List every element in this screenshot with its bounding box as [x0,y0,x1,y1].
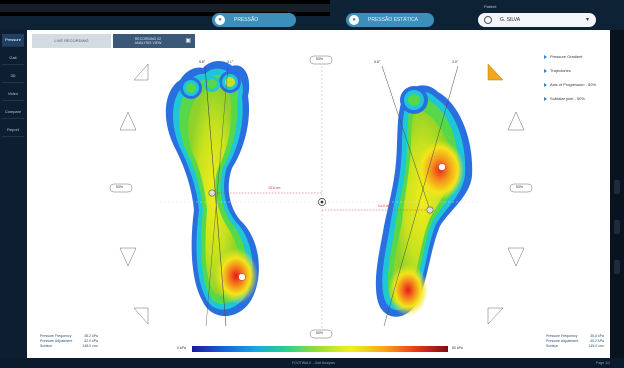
sidebar-item-3d[interactable]: 3D [2,70,24,83]
footprint-icon: ● [215,15,225,25]
top-left-toolbar [0,4,330,12]
tab-live-recording[interactable]: LIVE RECORDING [32,34,111,48]
scale-min-label: 0 kPa [177,346,186,350]
left-lower-triangle[interactable] [119,247,137,267]
right-stats: Pressure Frequency 35.8 kPa Pressure Adju… [546,334,604,348]
tab-analysis-title: RECORDING 02 [134,37,162,41]
center-top-value: 50% [316,57,324,61]
legend: Pressure Gradient Trajectories Axis of P… [544,54,596,110]
pressure-color-scale [192,346,448,352]
left-upper-triangle[interactable] [119,111,137,131]
main-panel [27,30,610,358]
right-peak-marker[interactable] [438,163,446,171]
static-pressure-button[interactable]: ● PRESSÃO ESTÁTICA [346,13,434,27]
right-bottom-angle-indicator[interactable] [487,307,504,325]
footer-title: FOOTWALK - Gait Analysis [292,361,335,365]
patient-selector[interactable]: G. SILVA ▾ [478,13,596,27]
left-distance-value: 15.6 cm [268,186,281,190]
sidebar: Pressure Gait 3D Video Compare Report [0,30,26,358]
right-distance-value: 14.0 cm [378,204,391,208]
right-angle-label: 5.8° [374,60,381,64]
left-bottom-angle-indicator[interactable] [133,307,149,325]
right-foot-axis [381,65,431,211]
center-bottom-value: 50% [316,331,324,335]
right-foot-axis-2 [383,65,459,327]
sidebar-item-video[interactable]: Video [2,88,24,101]
chevron-down-icon: ▾ [585,17,589,23]
right-mid-value: 50% [516,185,524,189]
left-center-marker[interactable] [208,189,216,197]
left-angle-label-2: 3.1° [227,60,234,64]
left-top-angle-indicator[interactable] [133,63,149,81]
center-top-oval[interactable] [309,55,333,65]
patient-name: G. SILVA [500,17,521,23]
right-mid-oval[interactable] [509,183,533,193]
tab-analysis-subtitle: ANALYSIS VIEW [134,41,162,45]
right-foot [375,85,473,317]
triangle-icon [544,55,547,59]
user-icon [484,16,492,24]
left-foot-axis-2 [205,65,229,327]
right-edge-strip [610,30,624,358]
triangle-icon [544,69,547,73]
static-pressure-label: PRESSÃO ESTÁTICA [368,17,419,23]
center-bottom-oval[interactable] [309,329,333,339]
right-angle-label-2: 3.0° [452,60,459,64]
right-top-angle-indicator[interactable] [487,63,504,81]
sidebar-item-pressure[interactable]: Pressure [2,34,24,47]
left-mid-value: 50% [116,185,124,189]
sidebar-item-gait[interactable]: Gait [2,52,24,65]
right-center-marker[interactable] [426,206,434,214]
footer: FOOTWALK - Gait Analysis Page 1/2 [0,358,624,368]
left-mid-oval[interactable] [109,183,133,193]
left-peak-marker[interactable] [238,273,246,281]
triangle-icon [544,83,547,87]
left-angle-label: 5.8° [199,60,206,64]
left-stats: Pressure Frequency 38.2 kPa Pressure Adju… [40,334,98,348]
legend-item-pressure[interactable]: Pressure Gradient [544,54,596,68]
top-small-label: Patient [484,4,497,9]
scale-max-label: 50 kPa [452,346,463,350]
camera-icon[interactable]: ▣ [185,38,191,44]
footer-page: Page 1/2 [596,361,611,365]
sidebar-item-report[interactable]: Report [2,124,24,137]
tab-analysis[interactable]: RECORDING 02 ANALYSIS VIEW ▣ [113,34,195,48]
legend-item-axis[interactable]: Axis of Progression - 50% [544,82,596,96]
legend-item-trajectories[interactable]: Trajectories [544,68,596,82]
right-lower-triangle[interactable] [507,247,525,267]
triangle-icon [544,97,547,101]
footprint-icon: ● [349,15,359,25]
sidebar-item-compare[interactable]: Compare [2,106,24,119]
left-foot-axis [204,65,227,327]
right-upper-triangle[interactable] [507,111,525,131]
legend-item-subtalar[interactable]: Subtalar joint - 50% [544,96,596,110]
